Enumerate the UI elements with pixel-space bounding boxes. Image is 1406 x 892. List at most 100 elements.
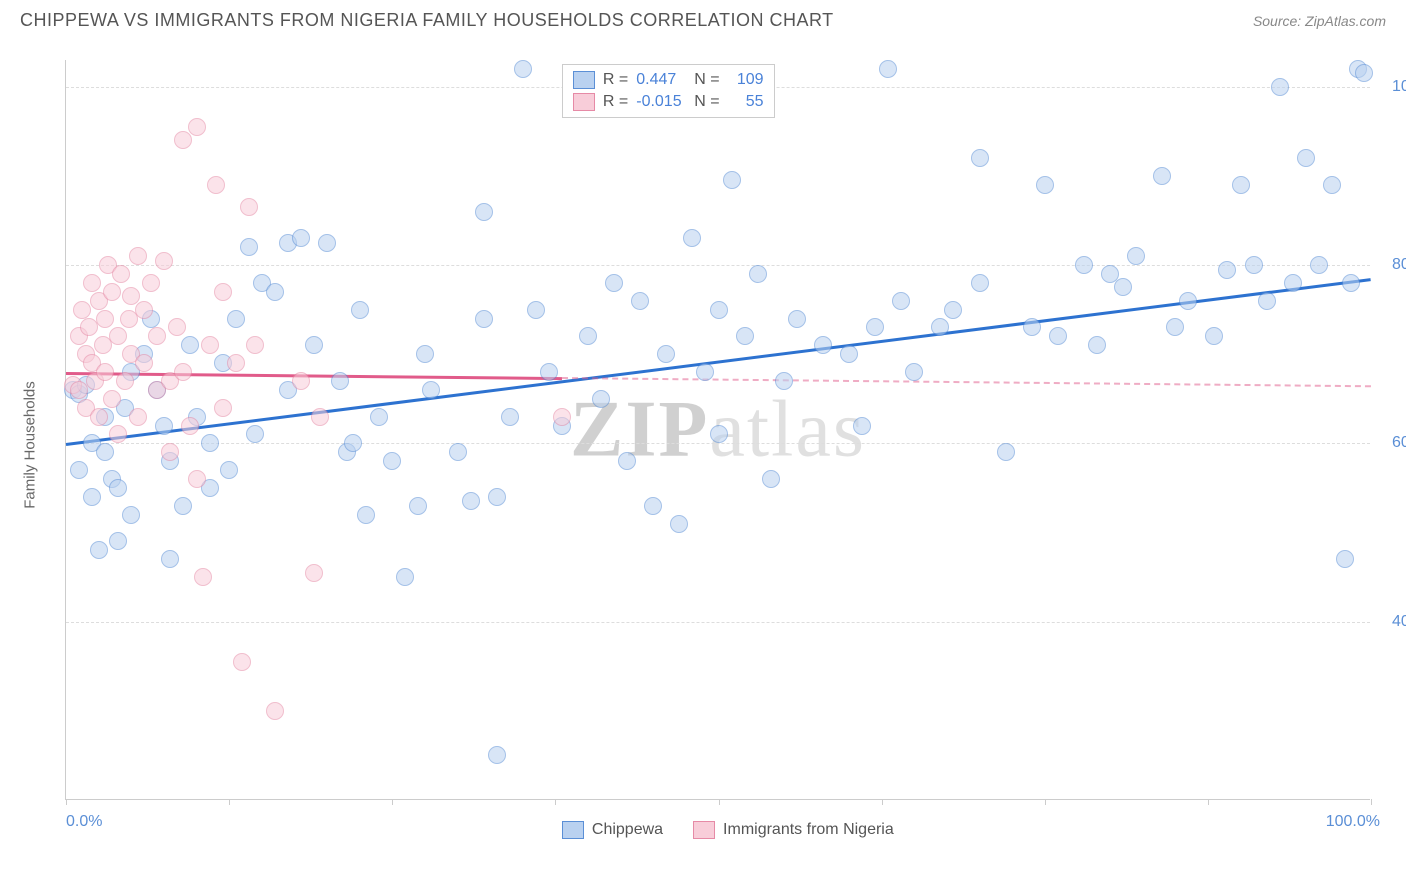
data-point	[83, 274, 101, 292]
data-point	[1258, 292, 1276, 310]
data-point	[305, 336, 323, 354]
data-point	[657, 345, 675, 363]
legend-label: Immigrants from Nigeria	[723, 821, 894, 839]
data-point	[214, 283, 232, 301]
data-point	[161, 550, 179, 568]
data-point	[351, 301, 369, 319]
data-point	[318, 234, 336, 252]
y-tick-label: 40.0%	[1380, 613, 1406, 631]
data-point	[997, 443, 1015, 461]
data-point	[1218, 261, 1236, 279]
x-tick	[555, 799, 556, 805]
data-point	[762, 470, 780, 488]
stat-n-value: 55	[728, 93, 764, 111]
data-point	[905, 363, 923, 381]
grid-line	[66, 622, 1370, 623]
x-tick	[719, 799, 720, 805]
data-point	[866, 318, 884, 336]
data-point	[892, 292, 910, 310]
data-point	[181, 417, 199, 435]
data-point	[1355, 64, 1373, 82]
data-point	[201, 434, 219, 452]
data-point	[788, 310, 806, 328]
data-point	[129, 408, 147, 426]
data-point	[220, 461, 238, 479]
data-point	[1088, 336, 1106, 354]
data-point	[174, 497, 192, 515]
data-point	[971, 149, 989, 167]
source-attribution: Source: ZipAtlas.com	[1253, 13, 1386, 29]
data-point	[749, 265, 767, 283]
data-point	[1179, 292, 1197, 310]
data-point	[227, 354, 245, 372]
legend-swatch	[562, 821, 584, 839]
y-axis-label: Family Households	[22, 381, 39, 509]
data-point	[331, 372, 349, 390]
data-point	[736, 327, 754, 345]
data-point	[944, 301, 962, 319]
data-point	[174, 363, 192, 381]
data-point	[135, 354, 153, 372]
data-point	[1166, 318, 1184, 336]
data-point	[1271, 78, 1289, 96]
data-point	[311, 408, 329, 426]
data-point	[409, 497, 427, 515]
data-point	[1127, 247, 1145, 265]
legend-swatch	[573, 93, 595, 111]
data-point	[233, 653, 251, 671]
data-point	[475, 310, 493, 328]
data-point	[449, 443, 467, 461]
data-point	[422, 381, 440, 399]
x-tick	[1045, 799, 1046, 805]
data-point	[70, 461, 88, 479]
data-point	[488, 746, 506, 764]
data-point	[383, 452, 401, 470]
legend-swatch	[573, 71, 595, 89]
data-point	[579, 327, 597, 345]
data-point	[1336, 550, 1354, 568]
data-point	[109, 425, 127, 443]
data-point	[116, 372, 134, 390]
data-point	[592, 390, 610, 408]
x-tick-label: 0.0%	[66, 813, 102, 831]
data-point	[194, 568, 212, 586]
data-point	[227, 310, 245, 328]
data-point	[488, 488, 506, 506]
data-point	[631, 292, 649, 310]
chart-header: CHIPPEWA VS IMMIGRANTS FROM NIGERIA FAMI…	[0, 0, 1406, 36]
y-tick-label: 60.0%	[1380, 434, 1406, 452]
data-point	[201, 336, 219, 354]
data-point	[1205, 327, 1223, 345]
data-point	[514, 60, 532, 78]
data-point	[246, 425, 264, 443]
data-point	[1284, 274, 1302, 292]
trend-line-immigrants-from-nigeria	[66, 372, 562, 380]
data-point	[1049, 327, 1067, 345]
plot-area: ZIPatlas 40.0%60.0%80.0%100.0%0.0%100.0%…	[65, 60, 1370, 800]
stat-n-label: N =	[694, 71, 719, 89]
data-point	[527, 301, 545, 319]
data-point	[1323, 176, 1341, 194]
stats-row: R =0.447N =109	[573, 69, 764, 91]
data-point	[135, 301, 153, 319]
data-point	[109, 327, 127, 345]
x-tick	[882, 799, 883, 805]
data-point	[109, 532, 127, 550]
stat-r-value: 0.447	[636, 71, 686, 89]
data-point	[207, 176, 225, 194]
series-legend: Chippewa Immigrants from Nigeria	[562, 821, 894, 839]
data-point	[475, 203, 493, 221]
data-point	[240, 198, 258, 216]
x-tick	[229, 799, 230, 805]
legend-label: Chippewa	[592, 821, 663, 839]
data-point	[462, 492, 480, 510]
trend-dash-immigrants-from-nigeria	[562, 377, 1371, 387]
x-tick	[1371, 799, 1372, 805]
data-point	[683, 229, 701, 247]
data-point	[246, 336, 264, 354]
data-point	[931, 318, 949, 336]
legend-item: Immigrants from Nigeria	[693, 821, 894, 839]
grid-line	[66, 265, 1370, 266]
y-tick-label: 100.0%	[1380, 78, 1406, 96]
data-point	[122, 506, 140, 524]
